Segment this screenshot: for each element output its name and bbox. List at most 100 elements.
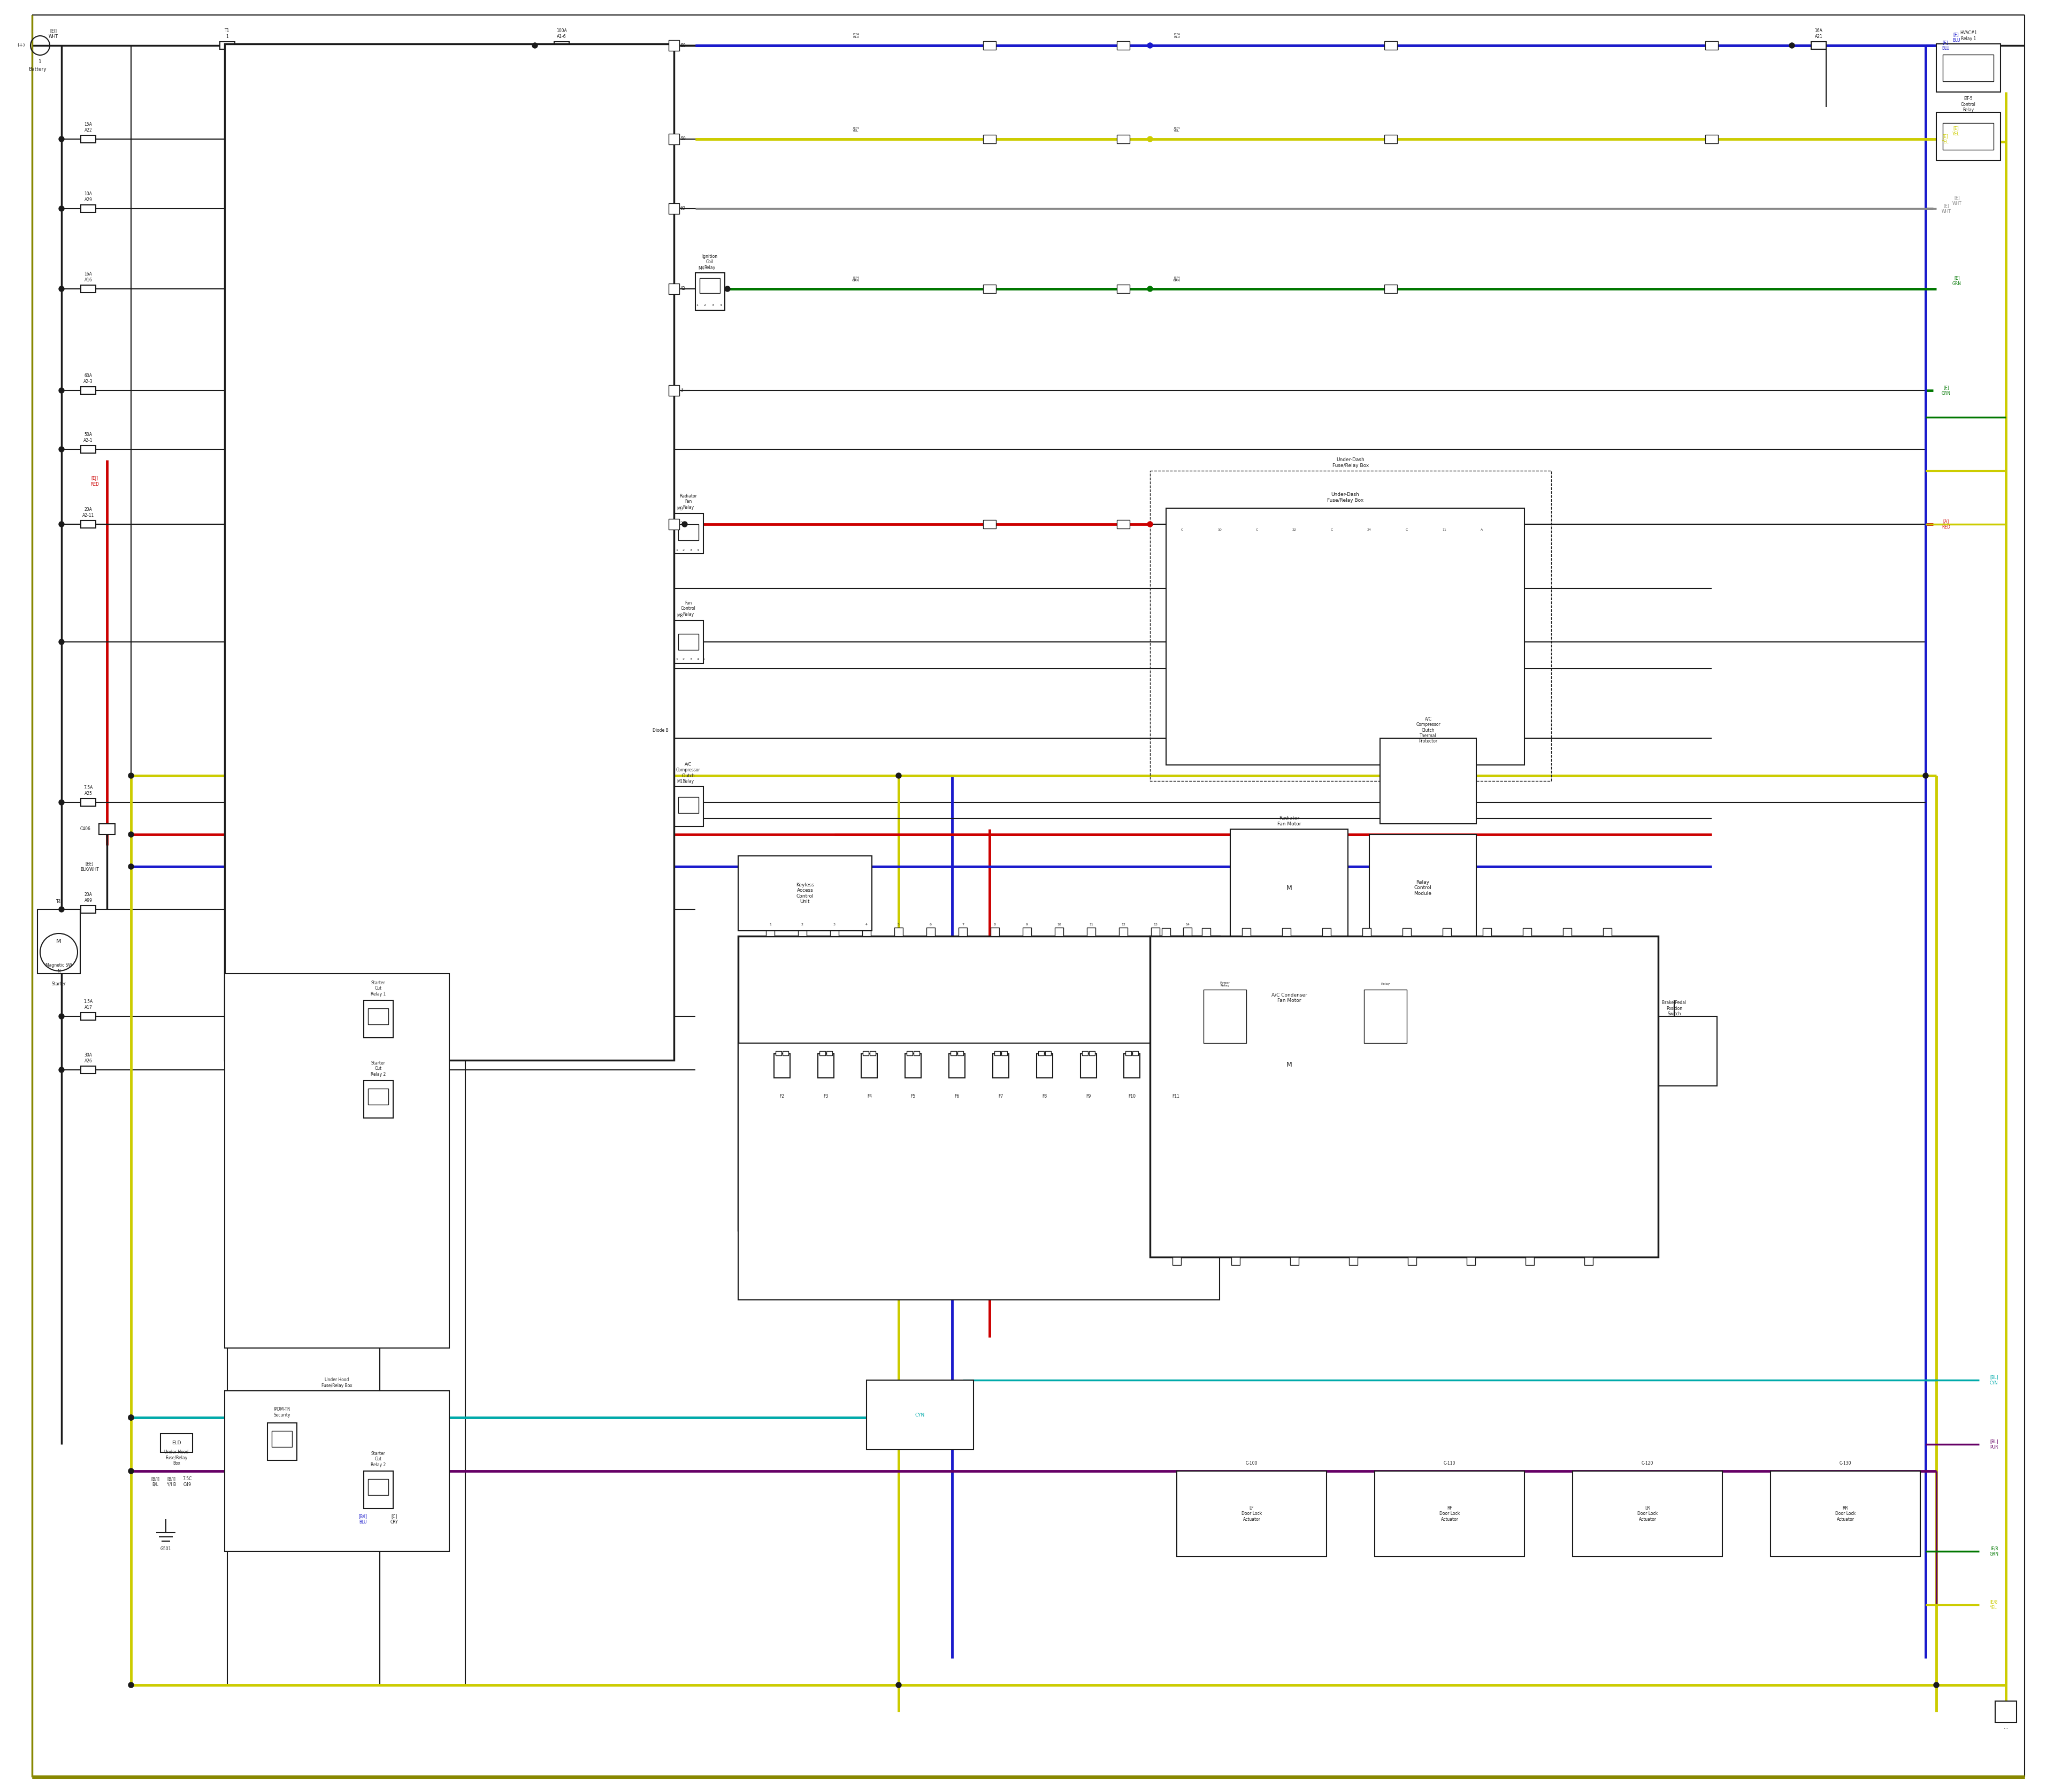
Text: CYN: CYN	[916, 1412, 924, 1417]
Bar	[737, 1043, 1220, 1299]
Circle shape	[127, 1416, 134, 1421]
Text: Starter: Starter	[51, 982, 66, 987]
Bar	[783, 1052, 789, 1055]
Bar	[994, 1052, 1000, 1055]
Text: F10: F10	[1128, 1095, 1136, 1098]
Text: 60: 60	[680, 206, 686, 211]
Text: 10: 10	[1218, 529, 1222, 530]
Text: C: C	[1255, 529, 1259, 530]
Circle shape	[127, 831, 134, 837]
Circle shape	[60, 799, 64, 805]
Bar	[1117, 520, 1130, 529]
Circle shape	[60, 446, 64, 452]
Text: A: A	[1481, 529, 1483, 530]
Text: M: M	[55, 939, 62, 944]
Circle shape	[127, 864, 134, 869]
Bar	[766, 928, 774, 935]
Text: Under-Dash
Fuse/Relay Box: Under-Dash Fuse/Relay Box	[1333, 457, 1368, 468]
Text: 1: 1	[676, 658, 678, 661]
Bar	[80, 799, 97, 806]
Text: 16A
A21: 16A A21	[1814, 29, 1822, 39]
Bar	[1023, 928, 1031, 935]
Bar	[670, 39, 680, 50]
Bar	[984, 285, 996, 294]
Text: (+): (+)	[16, 43, 25, 48]
Text: 4: 4	[721, 303, 723, 306]
Bar	[364, 1081, 392, 1118]
Bar	[774, 1054, 791, 1077]
Text: 42: 42	[680, 287, 686, 292]
Text: C-110: C-110	[1444, 1460, 1456, 1466]
Circle shape	[127, 1468, 134, 1473]
Bar	[368, 1009, 388, 1025]
Text: [EJ]
RED: [EJ] RED	[90, 477, 99, 487]
Bar	[670, 202, 680, 213]
Text: Magnetic SW
N: Magnetic SW N	[45, 962, 72, 973]
Text: [E]
GRN: [E] GRN	[1953, 276, 1962, 287]
Bar	[1771, 1471, 1920, 1557]
Circle shape	[127, 772, 134, 778]
Text: Under-Dash
Fuse/Relay Box: Under-Dash Fuse/Relay Box	[1327, 493, 1364, 504]
Bar	[1370, 835, 1477, 941]
Bar	[696, 272, 725, 310]
Text: 1: 1	[39, 59, 41, 65]
Bar	[700, 278, 721, 294]
Text: M11: M11	[676, 780, 686, 785]
Text: 4: 4	[696, 658, 698, 661]
Text: IE/4
BLU: IE/4 BLU	[1173, 32, 1179, 39]
Bar	[80, 204, 97, 213]
Bar	[1522, 928, 1532, 935]
Text: C: C	[1331, 529, 1333, 530]
Text: HVAC#1
Relay 1: HVAC#1 Relay 1	[1960, 30, 1976, 41]
Text: 5: 5	[898, 923, 900, 926]
Text: M8: M8	[676, 615, 682, 618]
Bar	[99, 824, 115, 835]
Bar	[867, 1380, 974, 1450]
Bar	[220, 41, 234, 48]
Bar	[1467, 1256, 1475, 1265]
Text: [B/I]
BLU: [B/I] BLU	[357, 1514, 368, 1525]
Bar	[1943, 54, 1994, 81]
Text: ELD: ELD	[173, 1441, 181, 1444]
Bar	[80, 136, 97, 143]
Bar	[1037, 1052, 1043, 1055]
Bar	[820, 1052, 826, 1055]
Bar	[1124, 1054, 1140, 1077]
Bar	[674, 620, 702, 663]
Text: 3: 3	[834, 923, 836, 926]
Bar	[368, 1478, 388, 1495]
Text: 4: 4	[865, 923, 867, 926]
Bar	[1812, 41, 1826, 48]
Text: Ignition
Coil
Relay: Ignition Coil Relay	[702, 254, 717, 271]
Bar	[1230, 1256, 1241, 1265]
Circle shape	[60, 287, 64, 292]
Bar	[1204, 989, 1247, 1043]
Text: T4: T4	[55, 900, 62, 903]
Bar	[990, 928, 998, 935]
Text: F9: F9	[1087, 1095, 1091, 1098]
Bar	[1117, 285, 1130, 294]
Text: A/C Condenser
Fan Motor: A/C Condenser Fan Motor	[1271, 993, 1306, 1004]
Text: [C]
CRY: [C] CRY	[390, 1514, 398, 1525]
Text: 1: 1	[696, 303, 698, 306]
Text: A/C
Compressor
Clutch
Thermal
Protector: A/C Compressor Clutch Thermal Protector	[1415, 717, 1440, 744]
Text: 30A
A26: 30A A26	[84, 1054, 92, 1063]
Text: 20A
A99: 20A A99	[84, 892, 92, 903]
Bar	[1994, 1701, 2017, 1722]
Bar	[984, 520, 996, 529]
Text: 7.5A
A25: 7.5A A25	[84, 785, 92, 796]
Text: 3: 3	[680, 389, 684, 392]
Text: 60A
A2-3: 60A A2-3	[84, 373, 92, 383]
Bar	[224, 1391, 450, 1552]
Text: 3: 3	[690, 548, 692, 552]
Circle shape	[1789, 43, 1795, 48]
Bar	[914, 1052, 920, 1055]
Text: 11: 11	[1442, 529, 1446, 530]
Bar	[1177, 1052, 1183, 1055]
Text: IE/4
YEL: IE/4 YEL	[1173, 127, 1179, 133]
Bar	[80, 285, 97, 292]
Bar	[1584, 1256, 1594, 1265]
Text: Relay: Relay	[1380, 984, 1391, 986]
Bar	[826, 1052, 832, 1055]
Bar	[776, 1052, 781, 1055]
